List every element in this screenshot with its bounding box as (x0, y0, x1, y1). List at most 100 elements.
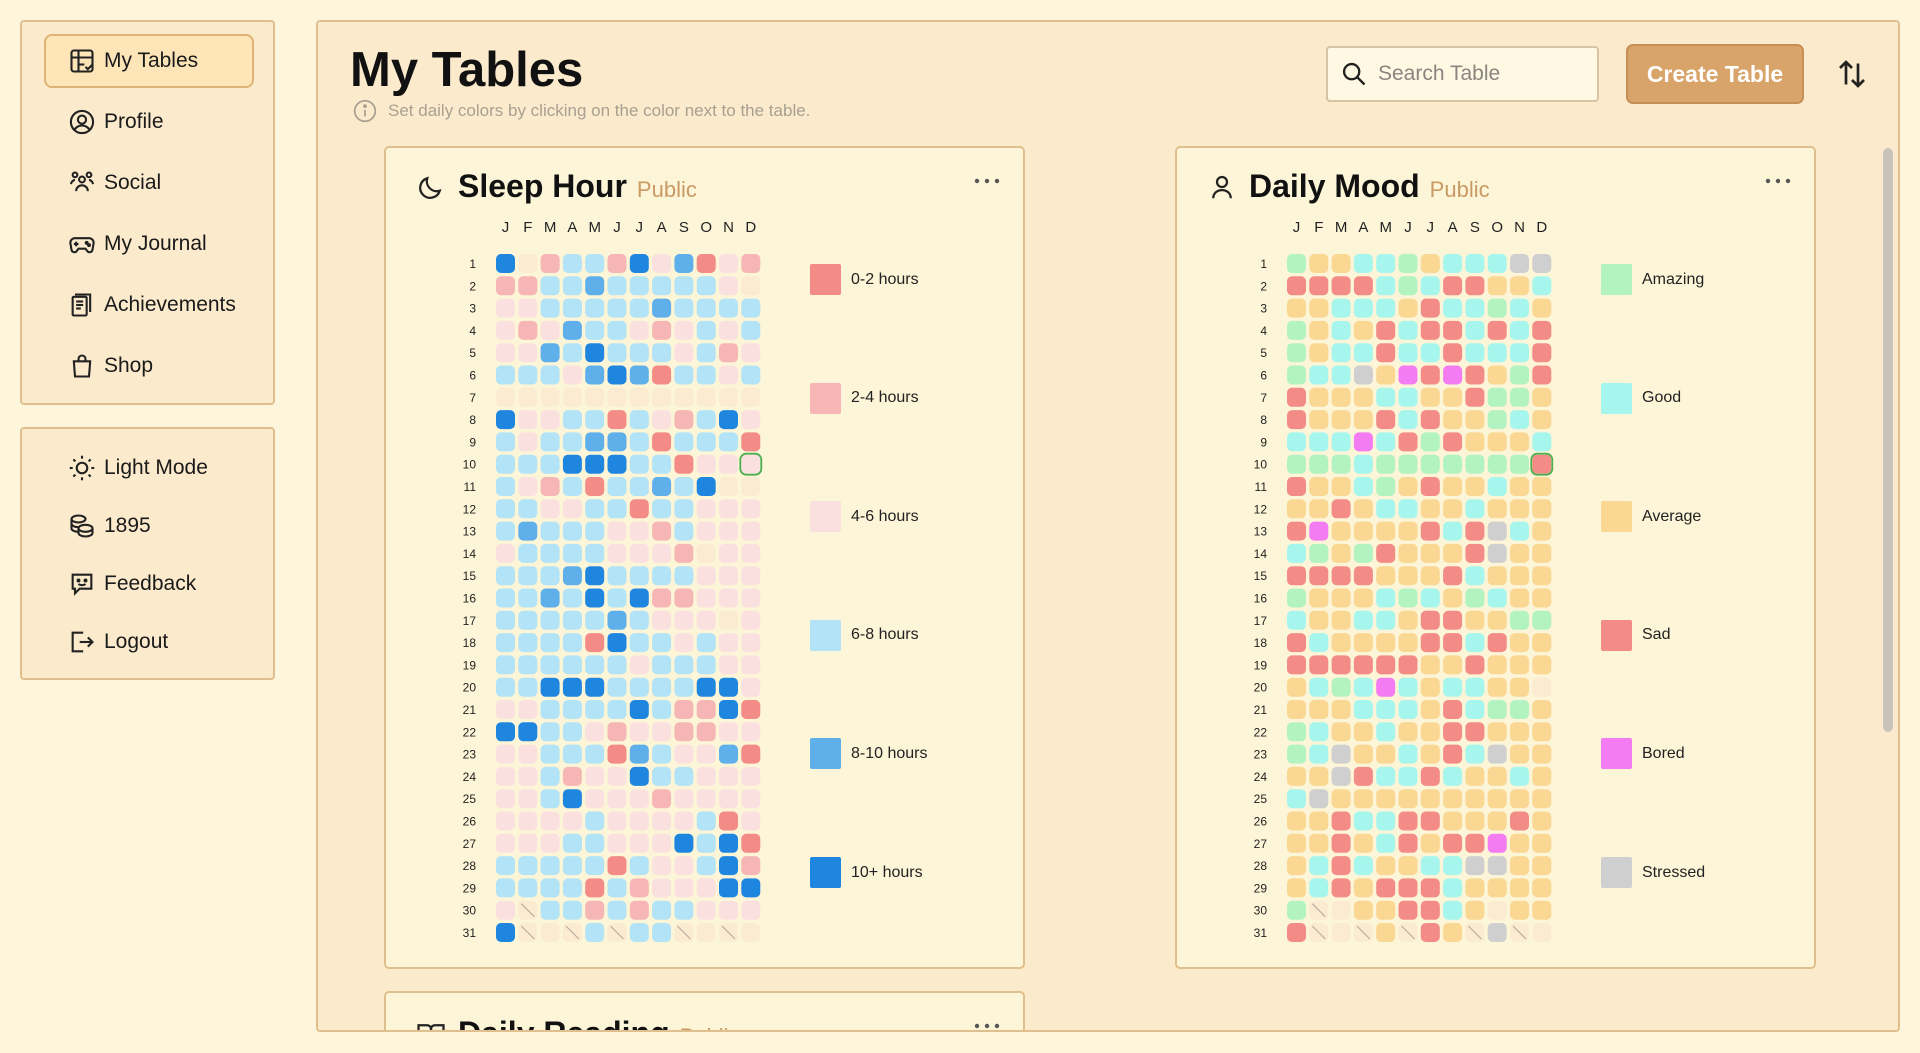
day-cell[interactable] (1443, 543, 1463, 563)
day-cell[interactable] (585, 633, 605, 653)
day-cell[interactable] (629, 610, 649, 630)
day-cell[interactable] (1443, 276, 1463, 296)
day-cell[interactable] (1532, 878, 1552, 898)
day-cell[interactable] (1510, 856, 1529, 876)
day-cell[interactable] (741, 410, 761, 430)
day-cell[interactable] (719, 254, 738, 273)
day-cell[interactable] (1331, 521, 1351, 541)
day-cell[interactable] (719, 543, 738, 563)
day-cell[interactable] (652, 499, 672, 519)
day-cell[interactable] (496, 566, 515, 586)
day-cell[interactable] (1309, 320, 1329, 340)
day-cell[interactable] (629, 298, 649, 318)
day-cell[interactable] (741, 811, 761, 831)
day-cell[interactable] (1287, 432, 1306, 452)
day-cell[interactable] (1309, 298, 1329, 318)
day-cell[interactable] (1287, 856, 1306, 876)
day-cell[interactable] (696, 521, 716, 541)
day-cell[interactable] (540, 387, 560, 407)
day-cell[interactable] (719, 856, 738, 876)
day-cell[interactable] (1510, 499, 1529, 519)
day-cell[interactable] (1532, 633, 1552, 653)
day-cell[interactable] (1287, 410, 1306, 430)
day-cell[interactable] (1443, 923, 1463, 942)
day-cell[interactable] (1420, 722, 1440, 742)
day-cell[interactable] (1532, 454, 1552, 474)
day-cell[interactable] (1398, 766, 1418, 786)
day-cell[interactable] (741, 387, 761, 407)
day-cell[interactable] (540, 722, 560, 742)
day-cell[interactable] (1510, 722, 1529, 742)
day-cell[interactable] (1465, 655, 1485, 675)
day-cell[interactable] (1420, 700, 1440, 719)
day-cell[interactable] (1532, 521, 1552, 541)
day-cell[interactable] (607, 320, 627, 340)
day-cell[interactable] (1376, 610, 1396, 630)
day-cell[interactable] (607, 878, 627, 898)
day-cell[interactable] (1353, 432, 1373, 452)
day-cell[interactable] (585, 276, 605, 296)
day-cell[interactable] (1510, 387, 1529, 407)
day-cell[interactable] (674, 521, 694, 541)
day-cell[interactable] (1420, 833, 1440, 853)
day-cell[interactable] (1331, 833, 1351, 853)
day-cell[interactable] (652, 766, 672, 786)
day-cell[interactable] (719, 499, 738, 519)
day-cell[interactable] (540, 878, 560, 898)
day-cell[interactable] (629, 543, 649, 563)
day-cell[interactable] (1487, 766, 1507, 786)
legend-swatch[interactable] (1601, 501, 1632, 533)
day-cell[interactable] (652, 521, 672, 541)
day-cell[interactable] (562, 677, 582, 697)
day-cell[interactable] (741, 833, 761, 853)
day-cell[interactable] (652, 254, 672, 273)
day-cell[interactable] (1465, 900, 1485, 920)
day-cell[interactable] (1465, 365, 1485, 385)
logout-button[interactable]: Logout (44, 615, 254, 669)
day-cell[interactable] (1376, 432, 1396, 452)
day-cell[interactable] (1353, 588, 1373, 608)
day-cell[interactable] (540, 477, 560, 496)
day-cell[interactable] (1420, 499, 1440, 519)
day-cell[interactable] (1532, 900, 1552, 920)
day-cell[interactable] (1376, 588, 1396, 608)
day-cell[interactable] (1353, 477, 1373, 496)
day-cell[interactable] (1309, 588, 1329, 608)
day-cell[interactable] (1287, 789, 1306, 809)
day-cell[interactable] (1420, 811, 1440, 831)
day-cell[interactable] (719, 343, 738, 363)
day-cell[interactable] (1443, 677, 1463, 697)
legend-swatch[interactable] (1601, 619, 1632, 651)
day-cell[interactable] (1353, 677, 1373, 697)
legend-swatch[interactable] (810, 264, 841, 295)
day-cell[interactable] (629, 811, 649, 831)
day-cell[interactable] (1353, 320, 1373, 340)
day-cell[interactable] (1376, 454, 1396, 474)
day-cell[interactable] (1443, 477, 1463, 496)
day-cell[interactable] (1353, 543, 1373, 563)
day-cell[interactable] (496, 477, 515, 496)
day-cell[interactable] (1309, 856, 1329, 876)
day-cell[interactable] (518, 700, 538, 719)
day-cell[interactable] (585, 722, 605, 742)
day-cell[interactable] (1287, 610, 1306, 630)
day-cell[interactable] (585, 432, 605, 452)
day-cell[interactable] (1532, 588, 1552, 608)
day-cell[interactable] (1532, 320, 1552, 340)
day-cell[interactable] (1398, 900, 1418, 920)
day-cell[interactable] (1398, 543, 1418, 563)
day-cell[interactable] (607, 900, 627, 920)
day-cell[interactable] (1309, 766, 1329, 786)
day-cell[interactable] (562, 789, 582, 809)
day-cell[interactable] (1487, 387, 1507, 407)
day-cell[interactable] (562, 655, 582, 675)
day-cell[interactable] (1309, 365, 1329, 385)
day-cell[interactable] (652, 320, 672, 340)
day-cell[interactable] (696, 320, 716, 340)
day-cell[interactable] (741, 878, 761, 898)
day-cell[interactable] (1376, 923, 1396, 942)
day-cell[interactable] (1353, 833, 1373, 853)
day-cell[interactable] (629, 365, 649, 385)
day-cell[interactable] (496, 343, 515, 363)
day-cell[interactable] (1353, 387, 1373, 407)
